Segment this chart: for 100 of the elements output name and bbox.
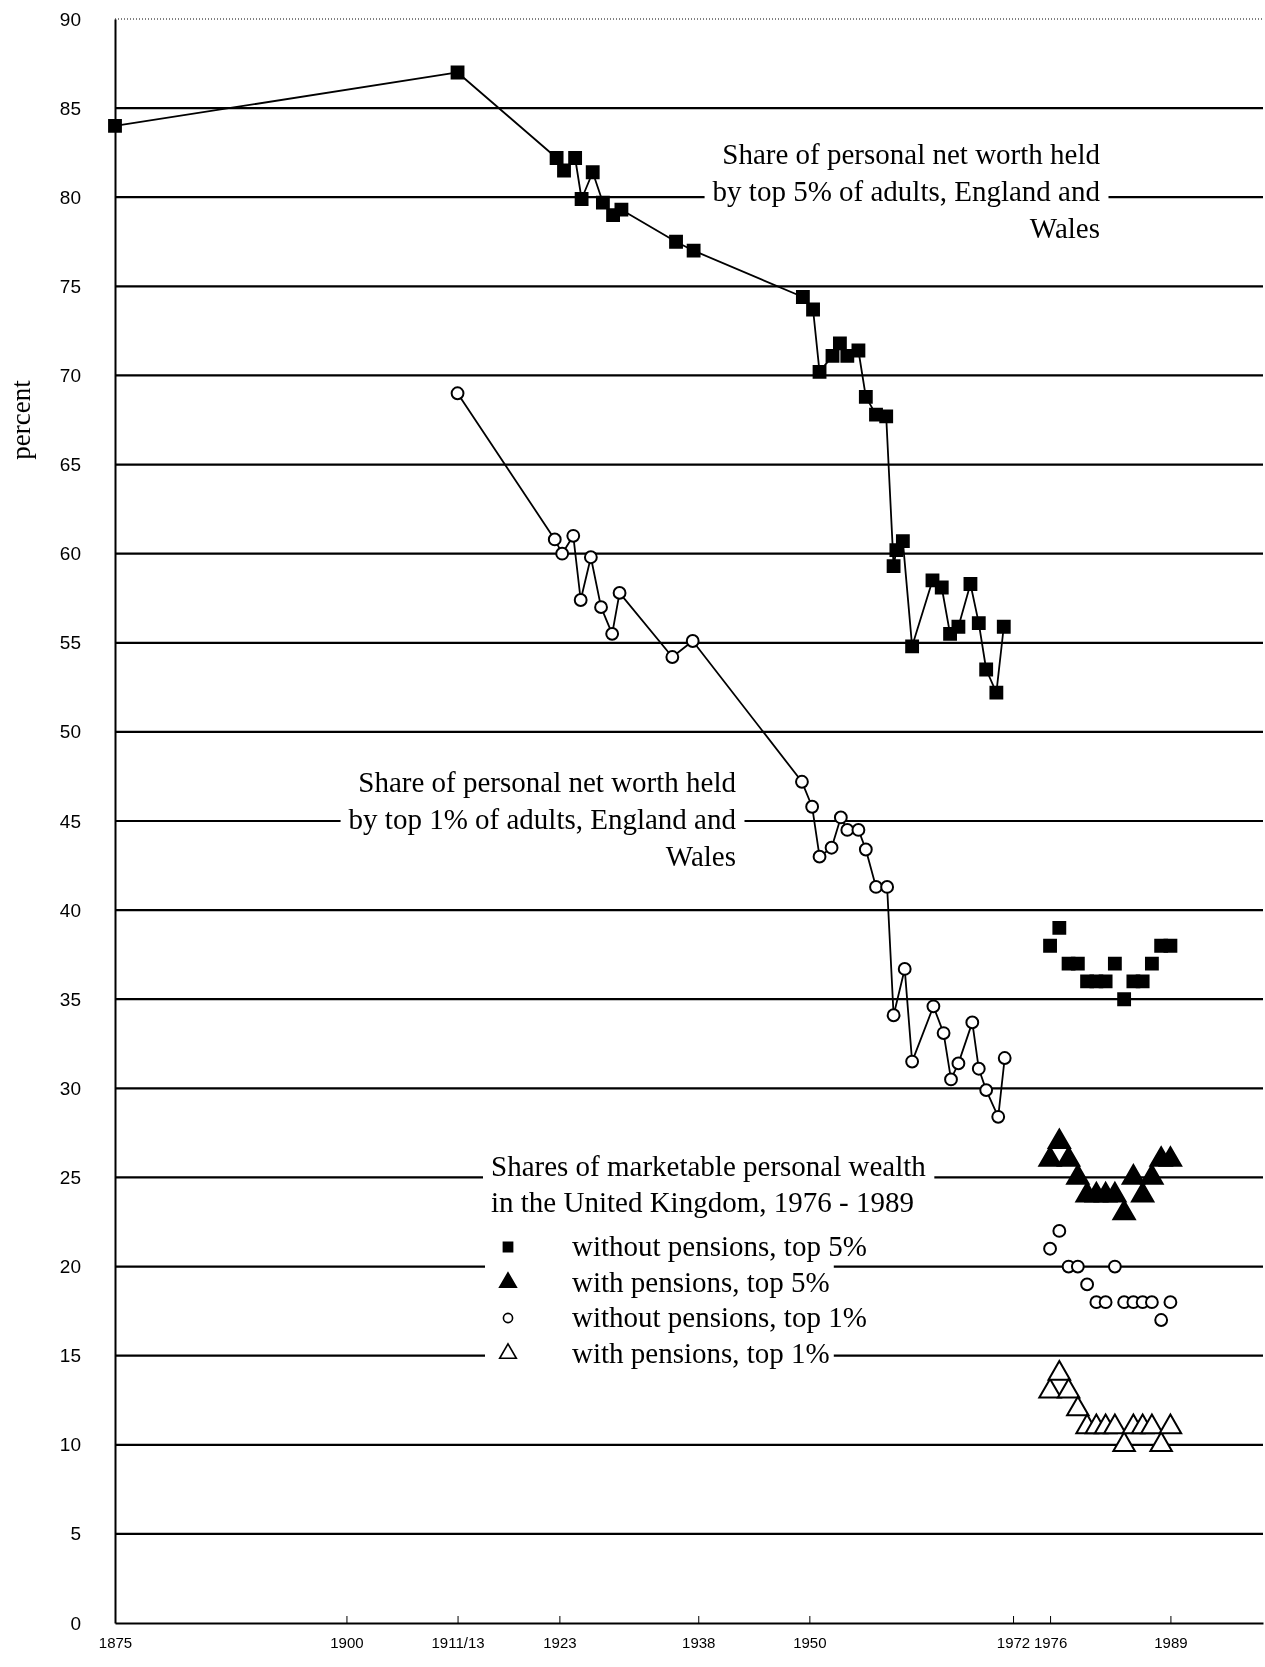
y-tick-label: 25 xyxy=(59,1167,81,1189)
point xyxy=(605,626,620,641)
y-tick-label: 35 xyxy=(59,988,81,1010)
point xyxy=(450,386,465,401)
point xyxy=(585,165,600,180)
point xyxy=(1070,956,1085,971)
x-tick-label: 1989 xyxy=(1154,1633,1188,1651)
point xyxy=(840,348,855,363)
point xyxy=(840,823,855,837)
point xyxy=(669,234,683,249)
point xyxy=(1154,1313,1169,1327)
y-tick-label: 50 xyxy=(59,721,81,743)
point xyxy=(1163,938,1178,953)
point xyxy=(450,65,465,80)
point xyxy=(934,580,949,595)
point xyxy=(557,163,571,178)
point xyxy=(547,532,562,547)
point xyxy=(1043,938,1057,953)
series-label: Share of personal net worth held by top 1% of adults, England and Wales xyxy=(348,766,737,872)
point xyxy=(858,389,873,404)
x-tick-label: 1900 xyxy=(330,1633,364,1651)
point xyxy=(997,1051,1012,1065)
point xyxy=(1144,956,1159,971)
point xyxy=(895,534,910,549)
x-tick-label: 1875 xyxy=(98,1633,133,1651)
point xyxy=(886,1008,901,1023)
point xyxy=(1043,1241,1057,1256)
point xyxy=(979,662,994,677)
point xyxy=(824,840,839,855)
point xyxy=(573,593,588,607)
point xyxy=(971,616,986,631)
point xyxy=(108,119,122,133)
point xyxy=(897,962,912,976)
point xyxy=(858,842,873,857)
point xyxy=(880,880,895,894)
point xyxy=(905,639,920,654)
y-tick-label: 60 xyxy=(59,543,81,565)
point xyxy=(1107,1259,1122,1274)
y-tick-label: 10 xyxy=(59,1434,81,1456)
point xyxy=(555,546,570,561)
y-tick-label: 30 xyxy=(59,1077,81,1099)
point xyxy=(979,1083,994,1098)
point xyxy=(1144,1295,1159,1310)
point xyxy=(879,409,894,424)
y-tick-label: 40 xyxy=(59,899,81,921)
x-tick-label: 1938 xyxy=(682,1633,716,1651)
point xyxy=(1070,1259,1085,1274)
point xyxy=(1135,974,1150,989)
point xyxy=(936,1026,951,1040)
legend-label: without pensions, top 1% xyxy=(572,1301,867,1333)
x-tick-label: 1972 xyxy=(996,1633,1031,1651)
point xyxy=(568,151,583,165)
point xyxy=(905,1054,920,1069)
point xyxy=(594,600,608,615)
point xyxy=(574,192,589,206)
point xyxy=(566,528,581,543)
point xyxy=(991,1109,1006,1124)
point xyxy=(951,1056,966,1071)
point xyxy=(1052,1224,1067,1238)
point xyxy=(1052,921,1067,935)
x-tick-label: 1950 xyxy=(793,1633,827,1651)
point xyxy=(795,290,810,304)
point xyxy=(989,685,1004,700)
point xyxy=(595,195,610,210)
point xyxy=(805,799,820,814)
legend-label: with pensions, top 1% xyxy=(572,1336,830,1369)
point xyxy=(825,348,840,363)
point xyxy=(686,243,701,258)
point xyxy=(1117,992,1132,1007)
point xyxy=(665,650,680,664)
point xyxy=(806,302,820,317)
y-tick-label: 85 xyxy=(59,97,81,119)
point xyxy=(869,880,883,894)
y-tick-label: 80 xyxy=(59,186,81,208)
point xyxy=(926,999,941,1014)
y-axis-title: percent xyxy=(6,379,36,460)
y-tick-label: 45 xyxy=(59,810,81,832)
y-tick-label: 15 xyxy=(59,1345,81,1367)
x-tick-label: 1911/13 xyxy=(431,1633,485,1651)
point xyxy=(886,559,901,574)
point xyxy=(812,364,827,379)
series-label: Share of personal net worth held by top 5% of adults, England and Wales xyxy=(712,138,1101,244)
y-tick-label: 0 xyxy=(70,1612,81,1634)
point xyxy=(963,577,978,591)
point xyxy=(812,849,827,864)
point xyxy=(996,619,1011,634)
point xyxy=(951,619,966,634)
y-tick-label: 75 xyxy=(59,275,81,297)
y-tick-label: 55 xyxy=(59,632,81,654)
point xyxy=(1107,956,1122,971)
legend-label: without pensions, top 5% xyxy=(572,1230,867,1262)
y-tick-label: 20 xyxy=(59,1256,81,1278)
legend-label: with pensions, top 5% xyxy=(572,1265,830,1298)
point xyxy=(1098,974,1113,989)
x-tick-label: 1976 xyxy=(1033,1633,1068,1651)
point xyxy=(833,810,848,825)
point xyxy=(614,202,629,217)
point xyxy=(944,1072,958,1087)
point xyxy=(851,823,866,837)
point xyxy=(685,634,700,648)
